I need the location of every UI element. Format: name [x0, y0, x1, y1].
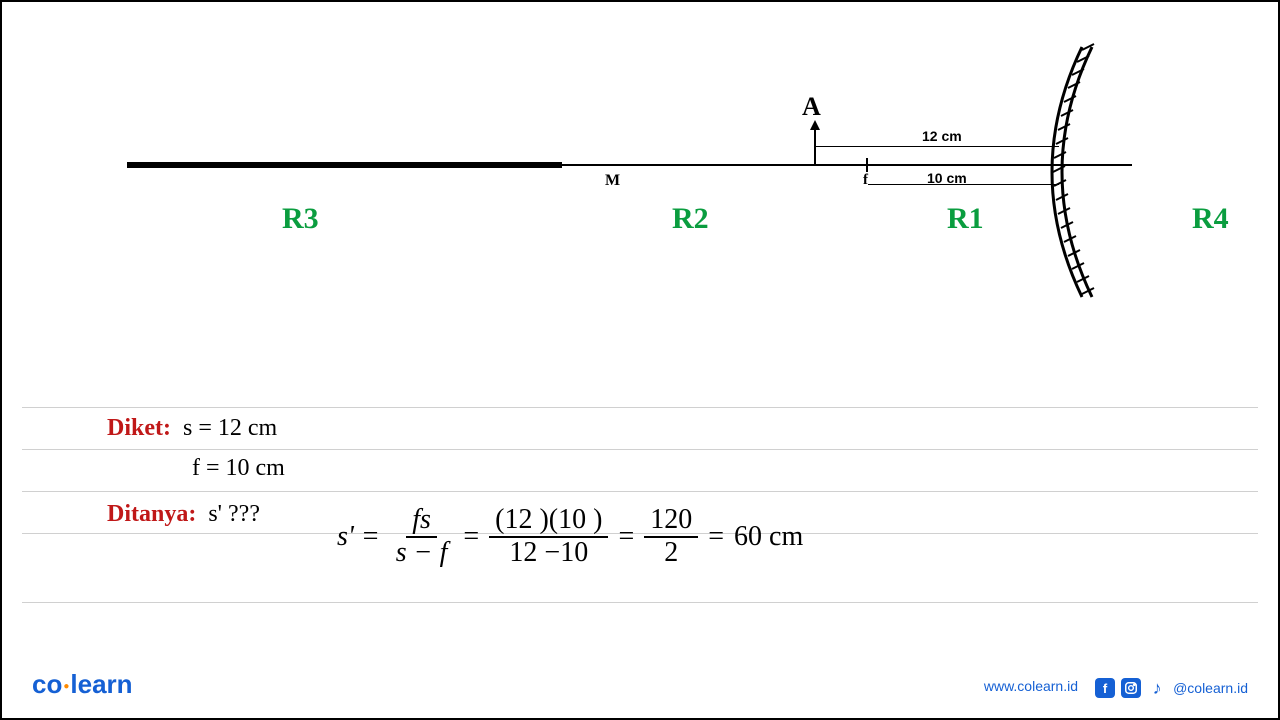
- eq-frac3: 120 2: [644, 505, 698, 569]
- diket-line1: s = 12 cm: [183, 415, 277, 441]
- measure-10cm: 10 cm: [927, 170, 967, 186]
- eq-frac2: (12 )(10 ) 12 −10: [489, 505, 608, 569]
- diket-line2: f = 10 cm: [192, 455, 285, 482]
- footer-handle: @colearn.id: [1173, 680, 1248, 696]
- solution-equation: s' = fs s − f = (12 )(10 ) 12 −10 = 120 …: [337, 505, 803, 569]
- label-a: A: [802, 92, 821, 122]
- eq-result: 60 cm: [734, 521, 803, 553]
- eq-eq3: =: [708, 521, 724, 553]
- brand-logo: co●learn: [32, 669, 133, 700]
- ruled-line: [22, 407, 1258, 408]
- footer-social: f ♪ @colearn.id: [1095, 678, 1248, 698]
- eq-frac1: fs s − f: [390, 505, 454, 569]
- object-arrow: [808, 120, 822, 166]
- region-r3: R3: [282, 202, 319, 236]
- logo-learn: learn: [70, 669, 132, 699]
- optics-diagram: A M f 12 cm 10 cm R3 R2 R1 R4: [2, 32, 1278, 332]
- footer: co●learn www.colearn.id f ♪ @colearn.id: [2, 660, 1278, 700]
- eq-lhs: s' =: [337, 521, 380, 553]
- footer-url: www.colearn.id: [984, 678, 1078, 694]
- label-m: M: [605, 172, 620, 190]
- facebook-icon: f: [1095, 678, 1115, 698]
- region-r1: R1: [947, 202, 984, 236]
- ruled-line: [22, 449, 1258, 450]
- region-r4: R4: [1192, 202, 1229, 236]
- tiktok-icon: ♪: [1147, 678, 1167, 698]
- principal-axis-thick: [127, 162, 562, 168]
- ruled-line: [22, 602, 1258, 603]
- eq-eq1: =: [463, 521, 479, 553]
- region-r2: R2: [672, 202, 709, 236]
- ditanya-label: Ditanya:: [107, 501, 196, 527]
- measure-12cm: 12 cm: [922, 128, 962, 144]
- instagram-icon: [1121, 678, 1141, 698]
- focal-tick: [866, 158, 868, 172]
- eq-eq2: =: [618, 521, 634, 553]
- diket-label: Diket:: [107, 415, 171, 441]
- ruled-line: [22, 491, 1258, 492]
- concave-mirror: [1002, 42, 1122, 302]
- ditanya-value: s' ???: [208, 501, 260, 527]
- logo-co: co: [32, 669, 62, 699]
- label-f: f: [863, 172, 868, 189]
